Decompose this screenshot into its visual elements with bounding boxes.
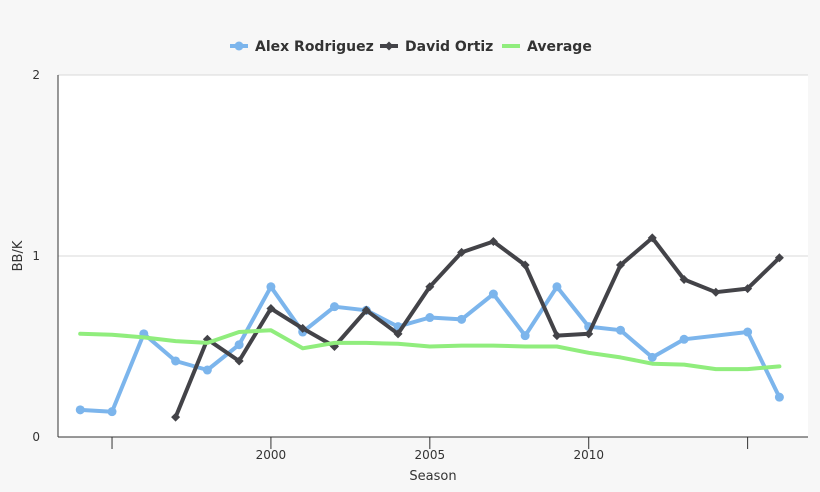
y-tick-label: 2 — [32, 68, 40, 82]
data-point[interactable] — [743, 284, 753, 294]
data-point[interactable] — [520, 260, 530, 270]
data-point[interactable] — [552, 282, 562, 292]
grid-lines — [58, 74, 808, 437]
data-point[interactable] — [266, 282, 276, 292]
legend-marker — [384, 41, 394, 51]
data-point[interactable] — [647, 352, 657, 362]
data-point[interactable] — [679, 334, 689, 344]
data-point[interactable] — [361, 305, 371, 315]
data-point[interactable] — [234, 356, 244, 366]
y-axis-title: BB/K — [11, 240, 26, 271]
data-point[interactable] — [234, 340, 244, 350]
data-point[interactable] — [520, 331, 530, 341]
legend-item-alex-rodriguez[interactable]: Alex Rodriguez — [230, 39, 374, 55]
legend-item-david-ortiz[interactable]: David Ortiz — [380, 39, 493, 55]
legend-item-average[interactable]: Average — [502, 39, 592, 55]
series-david-ortiz[interactable] — [171, 233, 784, 422]
data-point[interactable] — [107, 407, 117, 417]
data-point[interactable] — [75, 405, 85, 415]
data-point[interactable] — [616, 325, 625, 335]
y-tick-label: 0 — [32, 430, 40, 444]
legend-label: David Ortiz — [405, 39, 493, 55]
data-point[interactable] — [584, 329, 594, 339]
data-point[interactable] — [647, 233, 657, 243]
data-point[interactable] — [711, 287, 721, 297]
data-point[interactable] — [329, 302, 339, 312]
data-point[interactable] — [393, 329, 403, 339]
y-tick-label: 1 — [32, 249, 40, 263]
data-point[interactable] — [774, 392, 784, 402]
data-point[interactable] — [425, 282, 435, 292]
x-axis-title: Season — [409, 469, 456, 484]
series-line-alex-rodriguez[interactable] — [78, 284, 782, 414]
data-point[interactable] — [202, 365, 212, 375]
series-group — [75, 233, 784, 422]
axes: 0 1 2 2000 2005 2010 — [32, 68, 808, 462]
data-point[interactable] — [457, 247, 467, 257]
data-point[interactable] — [488, 289, 498, 299]
series-line-average[interactable] — [78, 328, 782, 372]
data-point[interactable] — [171, 412, 181, 422]
data-point[interactable] — [298, 323, 308, 333]
data-point[interactable] — [266, 303, 276, 313]
series-average[interactable] — [78, 328, 782, 372]
data-point[interactable] — [774, 253, 784, 263]
data-point[interactable] — [425, 313, 435, 323]
legend-label: Average — [527, 39, 592, 55]
series-line-david-ortiz[interactable] — [173, 235, 782, 420]
data-point[interactable] — [171, 356, 181, 366]
data-point[interactable] — [457, 314, 467, 324]
x-tick-label: 2010 — [573, 448, 604, 462]
data-point[interactable] — [616, 260, 625, 270]
data-point[interactable] — [743, 327, 753, 337]
data-point[interactable] — [488, 237, 498, 247]
x-tick-label: 2000 — [256, 448, 287, 462]
data-point[interactable] — [552, 331, 562, 341]
x-tick-label: 2005 — [415, 448, 446, 462]
legend-label: Alex Rodriguez — [255, 39, 374, 55]
data-point[interactable] — [679, 275, 689, 285]
legend-marker — [234, 41, 244, 51]
legend[interactable]: Alex Rodriguez David Ortiz Average — [230, 39, 592, 55]
